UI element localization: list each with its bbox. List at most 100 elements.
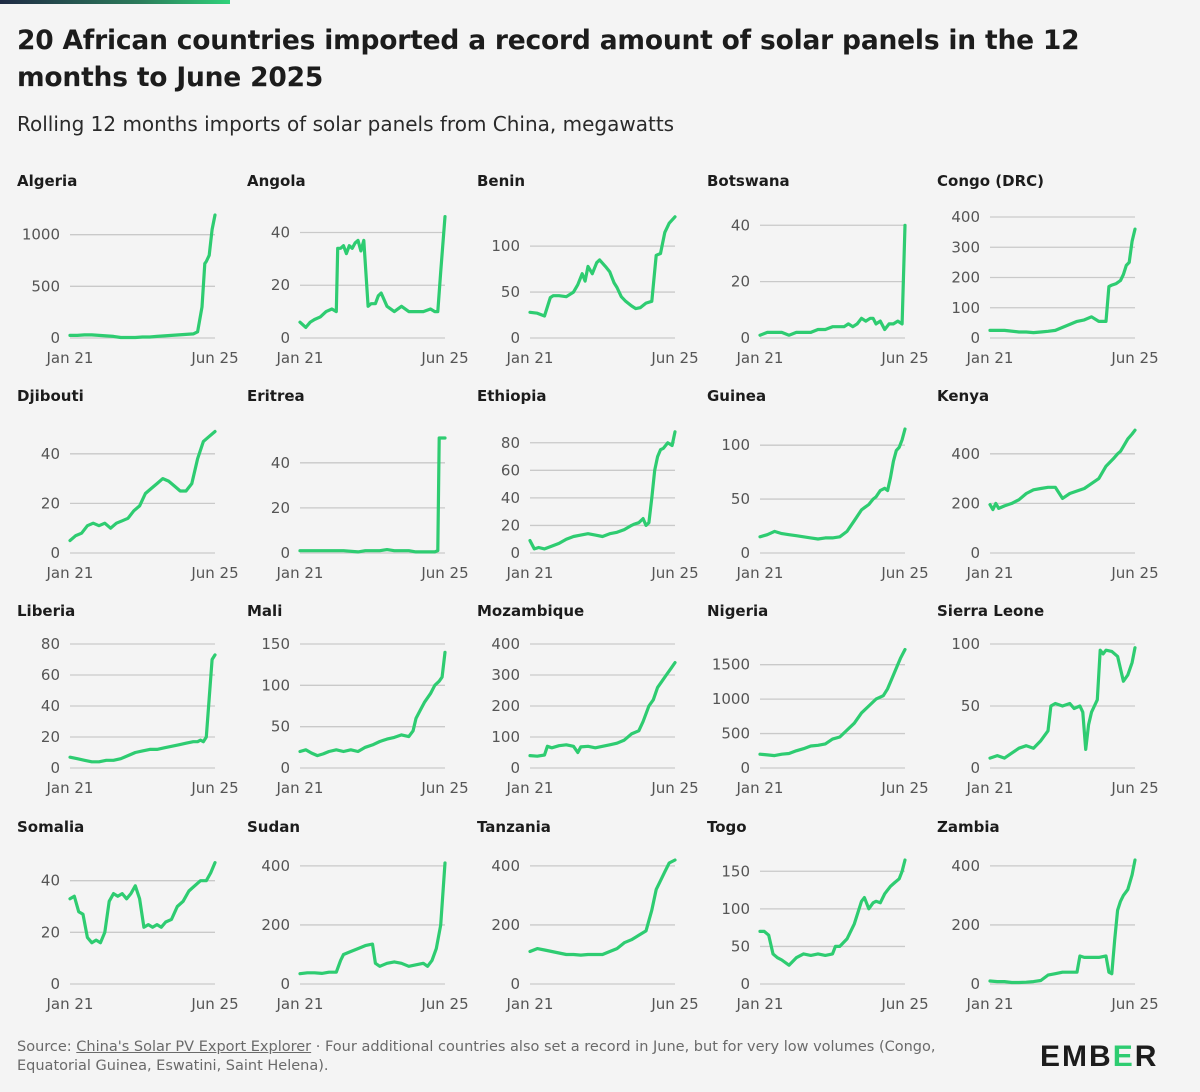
panel-title: Botswana [707,172,790,190]
series-line [528,858,677,957]
country-panel: Somalia 0 20 40 Jan 21 Jun 25 [0,818,239,1033]
country-panel: Mozambique 0 100 200 300 400 Jan 21 Jun 25 [460,602,699,817]
y-tick-label: 100 [261,676,290,694]
y-tick-label: 500 [721,725,750,743]
y-tick-label: 400 [951,208,980,226]
y-tick-label: 0 [970,544,980,562]
x-tick-label: Jun 25 [1110,349,1158,367]
y-tick-label: 150 [261,635,290,653]
x-tick-label: Jan 21 [736,349,784,367]
source-footer: Source: China's Solar PV Export Explorer… [17,1038,1007,1076]
country-panel: Sierra Leone 0 50 100 Jan 21 Jun 25 [920,602,1159,817]
x-tick-label: Jan 21 [506,995,554,1013]
line-chart: 0 200 400 Jan 21 Jun 25 [951,428,1159,582]
x-tick-label: Jan 21 [276,564,324,582]
country-panel: Ethiopia 0 20 40 60 80 Jan 21 Jun 25 [460,387,699,602]
x-tick-label: Jun 25 [880,779,928,797]
x-tick-label: Jan 21 [46,564,94,582]
x-tick-label: Jan 21 [966,779,1014,797]
y-tick-label: 300 [951,238,980,256]
x-tick-label: Jan 21 [46,995,94,1013]
panel-title: Djibouti [17,387,84,405]
series-line [758,223,907,337]
y-tick-label: 200 [491,916,520,934]
country-panel: Botswana 0 20 40 Jan 21 Jun 25 [690,172,929,387]
y-tick-label: 40 [41,872,60,890]
panel-title: Benin [477,172,526,190]
y-tick-label: 0 [740,975,750,993]
y-tick-label: 60 [501,461,520,479]
x-tick-label: Jan 21 [46,349,94,367]
y-tick-label: 0 [510,975,520,993]
y-tick-label: 0 [510,329,520,347]
series-line [298,650,447,758]
y-tick-label: 1500 [712,656,750,674]
y-tick-label: 0 [970,329,980,347]
line-chart: 0 50 100 150 Jan 21 Jun 25 [261,635,468,797]
y-tick-label: 50 [731,490,750,508]
line-chart: 0 50 100 Jan 21 Jun 25 [721,427,929,582]
y-tick-label: 400 [261,857,290,875]
y-tick-label: 0 [970,759,980,777]
y-tick-label: 0 [970,975,980,993]
country-panel: Congo (DRC) 0 100 200 300 400 Jan 21 Jun 25 [920,172,1159,387]
y-tick-label: 100 [491,728,520,746]
x-tick-label: Jun 25 [420,349,468,367]
y-tick-label: 200 [951,916,980,934]
line-chart: 0 200 400 Jan 21 Jun 25 [261,857,468,1013]
country-panel: Benin 0 50 100 Jan 21 Jun 25 [460,172,699,387]
y-tick-label: 0 [280,544,290,562]
series-line [528,660,677,758]
x-tick-label: Jun 25 [420,564,468,582]
line-chart: 0 200 400 Jan 21 Jun 25 [951,857,1158,1013]
x-tick-label: Jun 25 [650,564,698,582]
panel-title: Sudan [247,818,301,836]
series-line [758,647,907,758]
y-tick-label: 50 [731,937,750,955]
line-chart: 0 50 100 150 Jan 21 Jun 25 [721,858,929,1013]
line-chart: 0 100 200 300 400 Jan 21 Jun 25 [491,635,698,797]
ember-logo: EMBER [1040,1040,1159,1073]
line-chart: 0 500 1000 1500 Jan 21 Jun 25 [712,647,929,797]
y-tick-label: 20 [271,276,290,294]
x-tick-label: Jun 25 [190,779,238,797]
y-tick-label: 20 [41,728,60,746]
line-chart: 0 50 100 Jan 21 Jun 25 [951,635,1158,797]
country-panel: Zambia 0 200 400 Jan 21 Jun 25 [920,818,1159,1033]
y-tick-label: 0 [740,759,750,777]
line-chart: 0 20 40 60 80 Jan 21 Jun 25 [41,635,239,797]
x-tick-label: Jun 25 [650,995,698,1013]
y-tick-label: 60 [41,666,60,684]
y-tick-label: 0 [50,329,60,347]
y-tick-label: 400 [951,857,980,875]
country-panel: Angola 0 20 40 Jan 21 Jun 25 [230,172,469,387]
x-tick-label: Jun 25 [650,349,698,367]
country-panel: Eritrea 0 20 40 Jan 21 Jun 25 [230,387,469,602]
y-tick-label: 0 [740,329,750,347]
y-tick-label: 50 [501,283,520,301]
panel-title: Sierra Leone [937,602,1045,620]
country-panel: Togo 0 50 100 150 Jan 21 Jun 25 [690,818,929,1033]
y-tick-label: 200 [951,494,980,512]
y-tick-label: 40 [731,216,750,234]
x-tick-label: Jun 25 [1110,564,1158,582]
y-tick-label: 40 [501,489,520,507]
line-chart: 0 20 40 Jan 21 Jun 25 [41,860,239,1013]
panel-title: Congo (DRC) [937,172,1044,190]
line-chart: 0 20 40 Jan 21 Jun 25 [271,436,469,582]
series-line [988,227,1137,335]
source-link[interactable]: China's Solar PV Export Explorer [76,1039,312,1055]
panel-title: Togo [707,818,747,836]
line-chart: 0 20 40 Jan 21 Jun 25 [731,216,929,367]
x-tick-label: Jan 21 [276,349,324,367]
y-tick-label: 400 [491,635,520,653]
series-line [758,427,907,541]
y-tick-label: 1000 [712,690,750,708]
panel-title: Zambia [937,818,1000,836]
y-tick-label: 200 [951,269,980,287]
line-chart: 0 50 100 Jan 21 Jun 25 [491,215,699,367]
series-line [68,653,217,764]
country-panel: Guinea 0 50 100 Jan 21 Jun 25 [690,387,929,602]
panel-title: Angola [247,172,306,190]
